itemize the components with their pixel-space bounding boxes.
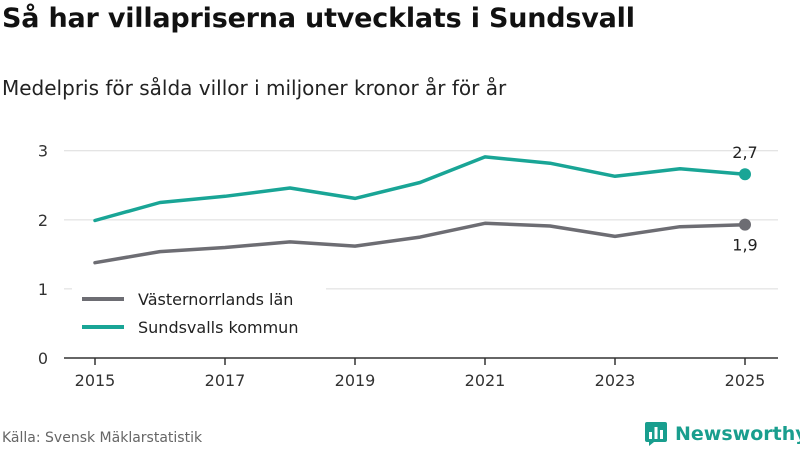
y-tick-label: 2: [38, 211, 48, 230]
chart-subtitle: Medelpris för sålda villor i miljoner kr…: [2, 76, 507, 100]
axes: 0 1 2 3 2015 2017 2019 2021 2023 2025: [38, 142, 778, 390]
y-tick-label: 1: [38, 280, 48, 299]
y-tick-label: 3: [38, 142, 48, 161]
x-tick-label: 2023: [595, 371, 636, 390]
line-chart: 0 1 2 3 2015 2017 2019 2021 2023 2025 1,9 2,7 Väst…: [38, 142, 778, 390]
x-tick-label: 2017: [205, 371, 246, 390]
legend-label-0: Västernorrlands län: [138, 290, 293, 309]
x-tick-label: 2025: [725, 371, 766, 390]
chart-title: Så har villapriserna utvecklats i Sundsv…: [2, 3, 635, 34]
series-lines: 1,9 2,7: [93, 143, 758, 265]
series-end-point-1: [739, 168, 751, 181]
series-end-label-1: 2,7: [732, 143, 757, 162]
legend-label-1: Sundsvalls kommun: [138, 318, 298, 337]
brand-name: Newsworthy: [675, 423, 800, 445]
legend-background: [72, 284, 326, 346]
series-line-0: [93, 221, 747, 265]
y-tick-label: 0: [38, 349, 48, 368]
series-end-point-0: [739, 218, 751, 231]
series-line-1: [93, 155, 747, 223]
source-note: Källa: Svensk Mäklarstatistik: [2, 430, 203, 446]
brand-logo: Newsworthy: [644, 420, 800, 448]
x-tick-label: 2019: [335, 371, 376, 390]
x-tick-label: 2015: [75, 371, 116, 390]
legend: Västernorrlands län Sundsvalls kommun: [72, 284, 326, 346]
x-tick-label: 2021: [465, 371, 506, 390]
bar-chart-icon: [645, 422, 667, 446]
series-end-label-0: 1,9: [732, 236, 757, 255]
